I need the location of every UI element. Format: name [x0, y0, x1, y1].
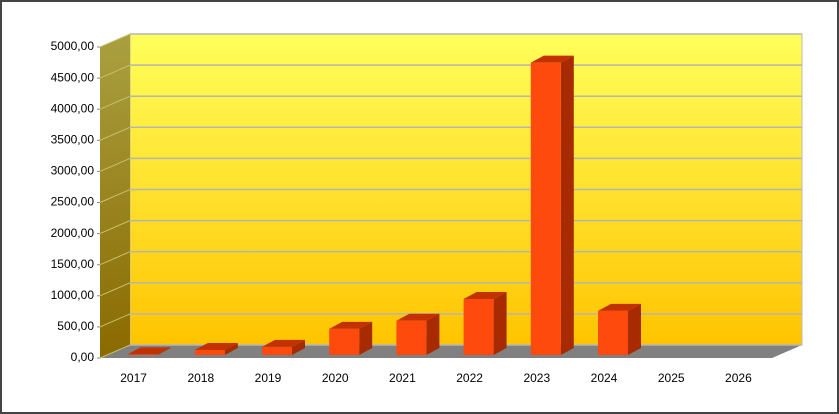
y-tick-label: 500,00 [57, 319, 94, 333]
bar-face [329, 328, 360, 355]
bar-face [292, 339, 305, 355]
bar-face [560, 55, 574, 355]
grid-line [99, 251, 131, 266]
bar-face [262, 339, 305, 347]
bar-face [628, 303, 641, 355]
bar-face [396, 320, 427, 355]
grid-line [99, 64, 131, 79]
bar [530, 55, 574, 355]
bar [127, 347, 171, 355]
bar-face [493, 292, 507, 355]
grid-line [99, 282, 131, 297]
bar-face [194, 343, 238, 351]
bar-face [598, 310, 628, 355]
y-tick-label: 5000,00 [51, 39, 95, 53]
bar [262, 339, 305, 355]
grid-line [99, 344, 131, 359]
x-tick-label: 2019 [255, 371, 282, 385]
x-tick-label: 2026 [725, 371, 752, 385]
y-tick-label: 0,00 [71, 350, 95, 364]
x-tick-label: 2017 [120, 371, 147, 385]
bar [463, 292, 507, 355]
x-tick-label: 2024 [591, 371, 618, 385]
y-tick-label: 4500,00 [51, 70, 95, 84]
bar-face [262, 346, 292, 355]
x-tick-label: 2018 [187, 371, 214, 385]
y-tick-label: 3000,00 [51, 164, 95, 178]
y-tick-label: 1500,00 [51, 257, 95, 271]
x-tick-label: 2025 [658, 371, 685, 385]
bar-face [224, 343, 238, 355]
x-tick-label: 2021 [389, 371, 416, 385]
y-tick-label: 2500,00 [51, 195, 95, 209]
grid-line [99, 313, 131, 328]
y-tick-label: 4000,00 [51, 101, 95, 115]
bar-face [359, 321, 373, 355]
x-tick-label: 2023 [523, 371, 550, 385]
bar-face [530, 62, 561, 355]
grid-line [99, 33, 131, 48]
bar-face [194, 350, 225, 355]
grid-line [99, 189, 131, 203]
bar-face [329, 321, 373, 329]
grid-line [99, 95, 131, 110]
bar [396, 313, 440, 355]
bar-face [127, 354, 158, 355]
bar-face [463, 299, 494, 355]
y-tick-label: 3500,00 [51, 132, 95, 146]
grid-line [99, 220, 131, 235]
bar [598, 303, 641, 355]
y-tick-label: 1000,00 [51, 288, 95, 302]
bar-face [157, 347, 171, 355]
y-tick-label: 2000,00 [51, 226, 95, 240]
bar-face [598, 303, 641, 311]
bar-face [426, 313, 440, 355]
bar-face [396, 313, 440, 321]
grid-line [99, 126, 131, 141]
bar-face [530, 55, 574, 63]
bar [329, 321, 373, 355]
grid-line [99, 157, 131, 172]
bar [194, 343, 238, 355]
x-tick-label: 2022 [456, 371, 483, 385]
x-tick-label: 2020 [322, 371, 349, 385]
bar-face [127, 347, 171, 355]
bar-face [463, 292, 507, 300]
